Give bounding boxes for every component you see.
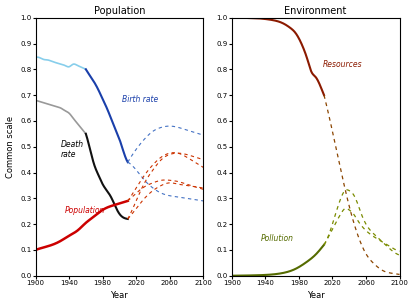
Text: Death
rate: Death rate bbox=[61, 140, 83, 159]
Text: Birth rate: Birth rate bbox=[121, 95, 158, 103]
X-axis label: Year: Year bbox=[306, 291, 324, 300]
Title: Environment: Environment bbox=[284, 6, 346, 16]
Text: Population: Population bbox=[65, 206, 105, 215]
X-axis label: Year: Year bbox=[110, 291, 128, 300]
Y-axis label: Common scale: Common scale bbox=[5, 116, 14, 178]
Title: Population: Population bbox=[93, 6, 145, 16]
Text: Pollution: Pollution bbox=[261, 234, 293, 243]
Text: Resources: Resources bbox=[322, 60, 361, 69]
